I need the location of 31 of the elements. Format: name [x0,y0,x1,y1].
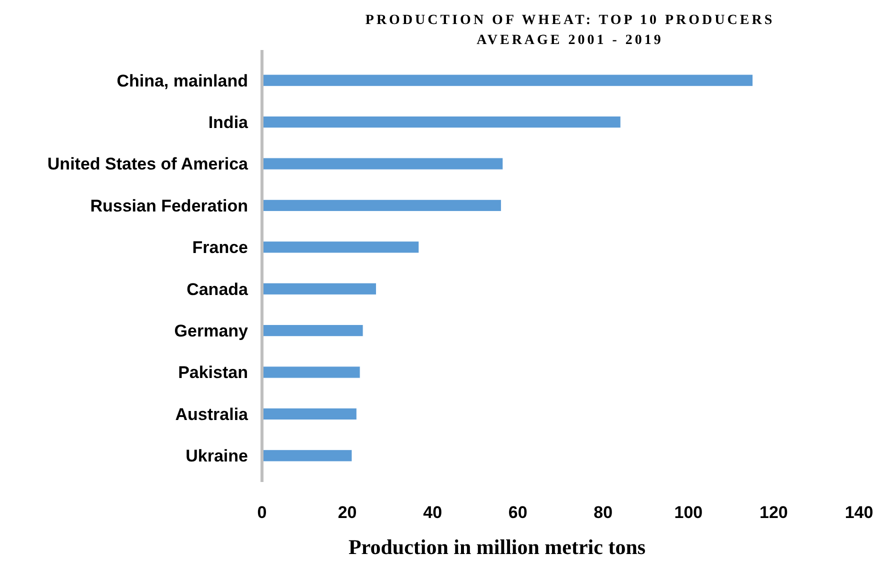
y-tick-label: Germany [174,322,249,340]
bar [262,241,420,254]
x-tick-label: 0 [257,503,267,522]
bar [262,450,352,462]
y-tick-label: Pakistan [178,363,248,382]
y-tick-label: United States of America [47,154,249,174]
bar [262,408,357,420]
y-tick-label: Ukraine [186,446,248,466]
x-tick-label: 80 [594,503,613,522]
y-tick-label: France [192,238,248,258]
x-tick-label: 40 [423,503,442,522]
chart-title: PRODUCTION OF WHEAT: TOP 10 PRODUCERS [365,13,775,28]
y-tick-label: India [208,113,249,132]
bar [262,199,502,212]
y-tick-label: Canada [186,280,249,299]
x-tick-label: 100 [674,503,703,522]
bar [262,324,364,337]
x-tick-label: 20 [338,503,357,522]
x-tick-label: 60 [508,503,528,522]
bar [262,282,377,295]
bar [262,74,754,86]
bar [262,116,621,128]
x-tick-label: 120 [760,503,788,522]
x-tick-label: 140 [844,503,874,522]
x-axis-title: Production in million metric tons [348,535,646,559]
bar [262,158,504,170]
chart-subtitle: AVERAGE 2001 - 2019 [476,33,664,48]
y-tick-label: Australia [175,404,249,424]
y-tick-label: China, mainland [116,71,248,90]
bar [262,366,360,378]
y-tick-label: Russian Federation [90,196,248,216]
